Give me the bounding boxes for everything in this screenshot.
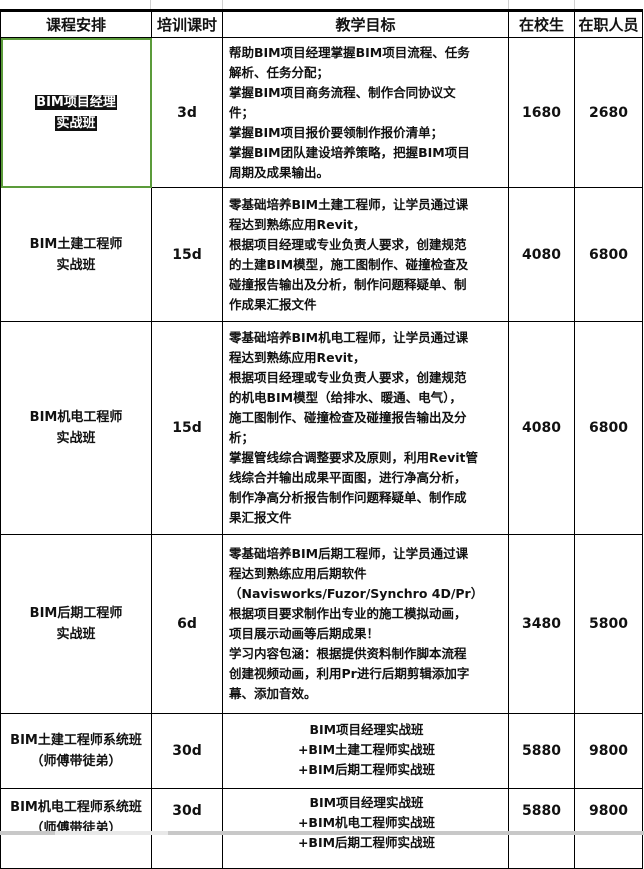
course-name-line: 实战班 (56, 627, 96, 642)
goal-line: 件； (229, 104, 255, 120)
student-price-cell[interactable]: 5880 (508, 713, 575, 789)
goal-line: 施工图制作、碰撞检查及碰撞报告输出及分 (229, 410, 467, 425)
course-table: 课程安排 培训课时 教学目标 在校生 在职人员 BIM项目经理 实战班 3d 帮助BI… (0, 9, 643, 869)
course-name-line: BIM后期工程师 (29, 606, 123, 621)
header-row: 课程安排 培训课时 教学目标 在校生 在职人员 (0, 10, 643, 38)
goal-line: 项目展示动画等后期成果！ (229, 626, 380, 641)
table-row: BIM项目经理 实战班 3d 帮助BIM项目经理掌握BIM项目流程、任务 解析、任务分配… (0, 37, 643, 188)
course-name-cell[interactable]: BIM后期工程师 实战班 (0, 534, 152, 714)
goal-line: 程达到熟练应用Revit， (229, 216, 366, 232)
course-name-cell[interactable]: BIM土建工程师系统班 （师傅带徒弟） (0, 713, 152, 789)
goal-line: 析； (229, 430, 255, 445)
course-name-line: 实战班 (56, 257, 96, 273)
course-name-cell[interactable]: BIM机电工程师 实战班 (0, 321, 152, 535)
goal-line: 解析、任务分配； (229, 64, 330, 80)
student-price-cell[interactable]: 4080 (508, 187, 575, 322)
course-name-line: BIM项目经理 (35, 94, 117, 110)
header-course[interactable]: 课程安排 (0, 10, 152, 38)
hours-cell[interactable]: 30d (151, 788, 223, 869)
goal-line: （Navisworks/Fuzor/Synchro 4D/Pr） (229, 586, 484, 601)
employee-price-cell[interactable]: 6800 (574, 321, 643, 535)
table-row: BIM机电工程师系统班 （师傅带徒弟） 30d BIM项目经理实战班 +BIM机电工程师… (0, 788, 643, 869)
goal-line: 制作净高分析报告制作问题释疑单、制作成 (229, 490, 467, 505)
course-name-line: 实战班 (56, 431, 96, 446)
course-name-line: BIM机电工程师系统班 (10, 800, 142, 815)
goal-line: 根据项目经理或专业负责人要求，创建规范 (229, 370, 467, 385)
goal-line: 掌握BIM项目商务流程、制作合同协议文 (229, 84, 456, 100)
student-price-cell[interactable]: 5880 (508, 788, 575, 869)
table-row: BIM土建工程师 实战班 15d 零基础培养BIM土建工程师，让学员通过课 程达到熟练应… (0, 187, 643, 322)
goals-cell[interactable]: 零基础培养BIM后期工程师，让学员通过课 程达到熟练应用后期软件 （Naviswor… (222, 534, 509, 714)
goal-line: 线综合并输出成果平面图，进行净高分析， (229, 470, 467, 485)
course-name-line: BIM土建工程师系统班 (10, 733, 142, 748)
goal-line: 碰撞报告输出及分析，制作问题释疑单、制 (229, 276, 467, 292)
hours-cell[interactable]: 6d (151, 534, 223, 714)
goal-line: 零基础培养BIM土建工程师，让学员通过课 (229, 196, 469, 212)
course-name-cell[interactable]: BIM项目经理 实战班 (0, 37, 152, 188)
goal-line: BIM项目经理实战班 (309, 795, 424, 810)
header-employee[interactable]: 在职人员 (574, 10, 643, 38)
goal-line: 果汇报文件 (229, 510, 292, 525)
goal-line: 程达到熟练应用Revit， (229, 350, 366, 365)
goal-line: +BIM后期工程师实战班 (297, 835, 436, 850)
goals-cell[interactable]: 零基础培养BIM机电工程师，让学员通过课 程达到熟练应用Revit， 根据项目经理或… (222, 321, 509, 535)
goal-line: 根据项目要求制作出专业的施工模拟动画， (229, 606, 467, 621)
employee-price-cell[interactable]: 6800 (574, 187, 643, 322)
goal-line: 零基础培养BIM机电工程师，让学员通过课 (229, 330, 469, 345)
course-name-cell[interactable]: BIM土建工程师 实战班 (0, 187, 152, 322)
hours-cell[interactable]: 15d (151, 321, 223, 535)
goal-line: 周期及成果输出。 (229, 164, 330, 180)
table-row: BIM后期工程师 实战班 6d 零基础培养BIM后期工程师，让学员通过课 程达到熟练应用… (0, 534, 643, 714)
goal-line: +BIM后期工程师实战班 (297, 762, 436, 777)
employee-price-cell[interactable]: 5800 (574, 534, 643, 714)
employee-price-cell[interactable]: 9800 (574, 713, 643, 789)
course-name-line: （师傅带徒弟） (30, 754, 122, 769)
employee-price-cell[interactable]: 9800 (574, 788, 643, 869)
goal-line: BIM项目经理实战班 (309, 722, 424, 737)
student-price-cell[interactable]: 4080 (508, 321, 575, 535)
horizontal-scrollbar[interactable] (0, 831, 644, 835)
goal-line: 帮助BIM项目经理掌握BIM项目流程、任务 (229, 44, 470, 60)
header-student[interactable]: 在校生 (508, 10, 575, 38)
table-row: BIM机电工程师 实战班 15d 零基础培养BIM机电工程师，让学员通过课 程达到熟练应… (0, 321, 643, 535)
goal-line: +BIM土建工程师实战班 (297, 742, 436, 757)
goal-line: 掌握BIM项目报价要领制作报价清单； (229, 124, 444, 140)
goal-line: 创建视频动画，利用Pr进行后期剪辑添加字 (229, 666, 470, 681)
hours-cell[interactable]: 30d (151, 713, 223, 789)
goal-line: 作成果汇报文件 (229, 296, 317, 312)
goal-line: 掌握管线综合调整要求及原则，利用Revit管 (229, 450, 479, 465)
student-price-cell[interactable]: 3480 (508, 534, 575, 714)
goal-line: 程达到熟练应用后期软件 (229, 566, 367, 581)
header-hours[interactable]: 培训课时 (151, 10, 223, 38)
hours-cell[interactable]: 15d (151, 187, 223, 322)
course-name-cell[interactable]: BIM机电工程师系统班 （师傅带徒弟） (0, 788, 152, 869)
scrollbar-thumb[interactable] (168, 831, 644, 835)
table-row: BIM土建工程师系统班 （师傅带徒弟） 30d BIM项目经理实战班 +BIM土建工程师… (0, 713, 643, 789)
goal-line: 根据项目经理或专业负责人要求，创建规范 (229, 236, 467, 252)
course-name-line: BIM机电工程师 (29, 410, 123, 425)
course-name-line: 实战班 (55, 115, 97, 131)
goals-cell[interactable]: BIM项目经理实战班 +BIM土建工程师实战班 +BIM后期工程师实战班 (222, 713, 509, 789)
header-goals[interactable]: 教学目标 (222, 10, 509, 38)
goal-line: 的土建BIM模型，施工图制作、碰撞检查及 (229, 256, 469, 272)
goals-cell[interactable]: 零基础培养BIM土建工程师，让学员通过课 程达到熟练应用Revit， 根据项目经理或… (222, 187, 509, 322)
hours-cell[interactable]: 3d (151, 37, 223, 188)
goal-line: 掌握BIM团队建设培养策略，把握BIM项目 (229, 144, 470, 160)
goals-cell[interactable]: BIM项目经理实战班 +BIM机电工程师实战班 +BIM后期工程师实战班 (222, 788, 509, 869)
goals-cell[interactable]: 帮助BIM项目经理掌握BIM项目流程、任务 解析、任务分配； 掌握BIM项目商务流程… (222, 37, 509, 188)
employee-price-cell[interactable]: 2680 (574, 37, 643, 188)
goal-line: 零基础培养BIM后期工程师，让学员通过课 (229, 546, 469, 561)
sheet-gridlines (0, 0, 644, 10)
student-price-cell[interactable]: 1680 (508, 37, 575, 188)
goal-line: 幕、添加音效。 (229, 686, 317, 701)
goal-line: 学习内容包涵：根据提供资料制作脚本流程 (229, 646, 467, 661)
course-name-line: BIM土建工程师 (29, 236, 123, 252)
sheet-tab-area[interactable] (0, 831, 55, 835)
goal-line: +BIM机电工程师实战班 (297, 815, 436, 830)
goal-line: 的机电BIM模型（给排水、暖通、电气）， (229, 390, 462, 405)
